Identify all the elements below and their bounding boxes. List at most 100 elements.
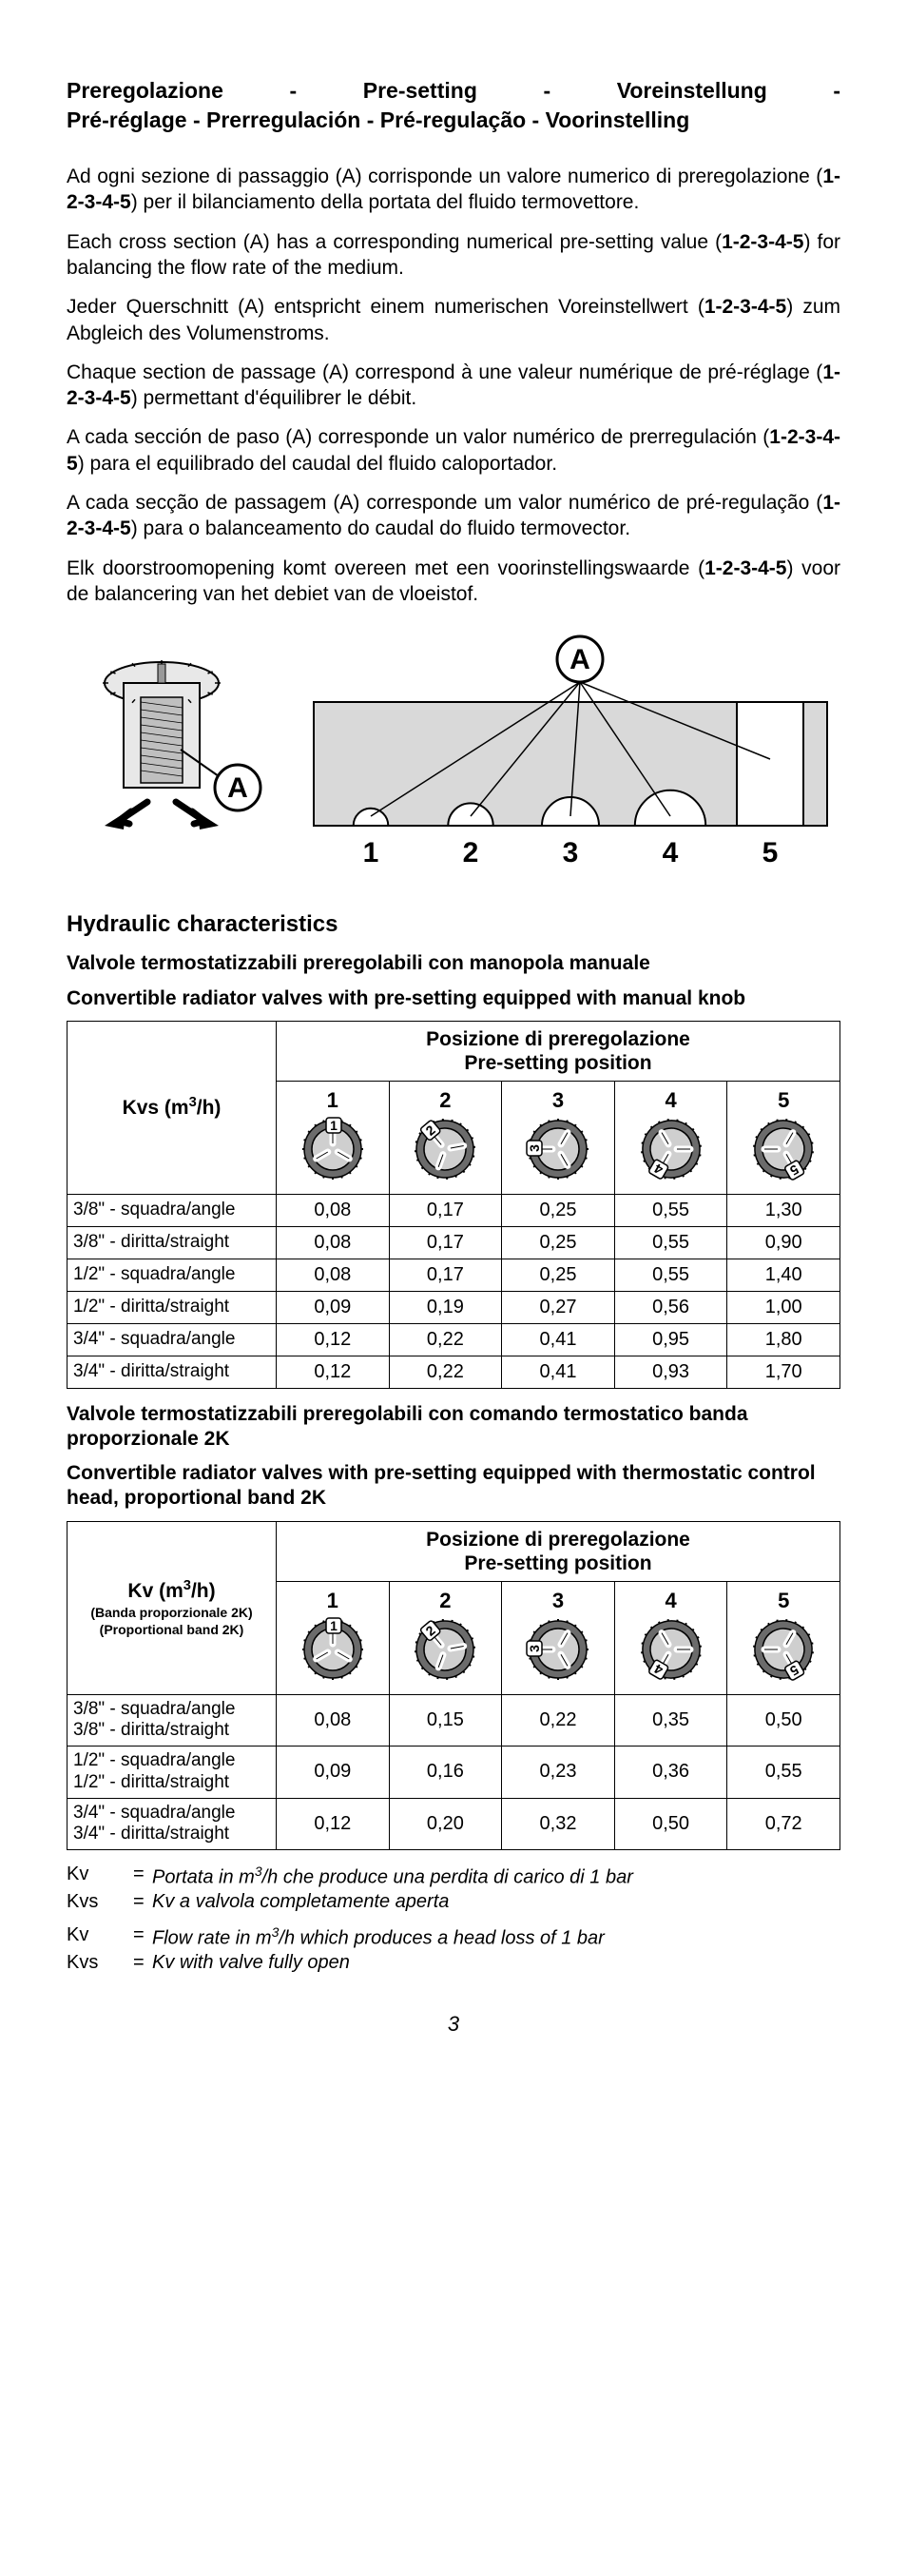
table-cell: 0,25 — [502, 1194, 615, 1226]
diagram-row: A A 1 2 3 4 5 — [67, 626, 840, 883]
table-cell: 0,27 — [502, 1291, 615, 1323]
kvs-table: Kvs (m3/h)Posizione di preregolazionePre… — [67, 1021, 840, 1389]
table-cell: 0,41 — [502, 1356, 615, 1388]
table-cell: 0,15 — [389, 1694, 502, 1747]
table-cell: 0,09 — [277, 1747, 390, 1799]
cross-section-openings-diagram: A 1 2 3 4 5 — [304, 626, 837, 883]
svg-text:1: 1 — [363, 837, 379, 868]
table-cell: 0,08 — [277, 1194, 390, 1226]
note-key: Kv — [67, 1864, 133, 1889]
position-number: 4 — [614, 1582, 727, 1614]
svg-text:1: 1 — [330, 1118, 338, 1133]
table-cell: 0,22 — [389, 1323, 502, 1356]
paragraph: A cada sección de paso (A) corresponde u… — [67, 424, 840, 477]
svg-text:3: 3 — [527, 1144, 542, 1152]
note-row: Kvs=Kv with valve fully open — [67, 1952, 840, 1974]
paragraph: Chaque section de passage (A) correspond… — [67, 360, 840, 412]
table-cell: 0,23 — [502, 1747, 615, 1799]
table2-sub1: Valvole termostatizzabili preregolabili … — [67, 1402, 840, 1453]
svg-text:A: A — [569, 644, 590, 675]
page-number: 3 — [67, 2012, 840, 2037]
table-cell: 0,12 — [277, 1356, 390, 1388]
table-cell: 0,95 — [614, 1323, 727, 1356]
table2-sub2: Convertible radiator valves with pre-set… — [67, 1461, 840, 1512]
title-line1: Preregolazione - Pre-setting - Voreinste… — [67, 76, 840, 106]
row-label: 3/4" - squadra/angle — [68, 1323, 277, 1356]
knob-icon: 3 — [502, 1114, 615, 1195]
svg-text:A: A — [227, 772, 248, 804]
table-cell: 0,09 — [277, 1291, 390, 1323]
table-cell: 0,50 — [727, 1694, 840, 1747]
table-cell: 1,40 — [727, 1259, 840, 1291]
table-cell: 0,32 — [502, 1798, 615, 1850]
paragraph: Ad ogni sezione di passaggio (A) corrisp… — [67, 164, 840, 216]
knob-icon: 2 — [389, 1614, 502, 1695]
table-cell: 0,93 — [614, 1356, 727, 1388]
table-cell: 0,19 — [389, 1291, 502, 1323]
svg-text:3: 3 — [563, 837, 579, 868]
table-cell: 0,36 — [614, 1747, 727, 1799]
table1-sub1: Valvole termostatizzabili preregolabili … — [67, 951, 840, 976]
kvs-header: Kvs (m3/h) — [68, 1021, 277, 1194]
position-number: 2 — [389, 1582, 502, 1614]
paragraph: Elk doorstroomopening komt overeen met e… — [67, 556, 840, 608]
table-cell: 0,20 — [389, 1798, 502, 1850]
table-cell: 1,30 — [727, 1194, 840, 1226]
knob-icon: 1 — [277, 1114, 390, 1195]
valve-cutaway-icon: A — [67, 626, 295, 883]
row-label: 3/8" - diritta/straight — [68, 1226, 277, 1259]
table-cell: 1,00 — [727, 1291, 840, 1323]
table-cell: 0,17 — [389, 1226, 502, 1259]
position-number: 1 — [277, 1082, 390, 1114]
knob-icon: 1 — [277, 1614, 390, 1695]
knob-icon: 4 — [614, 1114, 727, 1195]
svg-text:3: 3 — [527, 1644, 542, 1651]
knob-icon: 5 — [727, 1614, 840, 1695]
position-number: 4 — [614, 1082, 727, 1114]
knob-icon: 2 — [389, 1114, 502, 1195]
position-number: 2 — [389, 1082, 502, 1114]
table1-sub2: Convertible radiator valves with pre-set… — [67, 986, 840, 1011]
position-number: 3 — [502, 1082, 615, 1114]
table-cell: 0,22 — [389, 1356, 502, 1388]
table-cell: 0,55 — [727, 1747, 840, 1799]
paragraphs: Ad ogni sezione di passaggio (A) corrisp… — [67, 164, 840, 607]
title-line2: Pré-réglage - Prerregulación - Pré-regul… — [67, 106, 840, 135]
table-cell: 0,35 — [614, 1694, 727, 1747]
knob-icon: 4 — [614, 1614, 727, 1695]
presetting-header: Posizione di preregolazionePre-setting p… — [277, 1521, 840, 1581]
knob-icon: 5 — [727, 1114, 840, 1195]
row-label: 3/8" - squadra/angle — [68, 1194, 277, 1226]
table-cell: 0,12 — [277, 1323, 390, 1356]
table-cell: 0,17 — [389, 1194, 502, 1226]
position-number: 5 — [727, 1082, 840, 1114]
svg-text:1: 1 — [330, 1618, 338, 1633]
paragraph: Jeder Querschnitt (A) entspricht einem n… — [67, 294, 840, 346]
table-cell: 0,08 — [277, 1259, 390, 1291]
table-cell: 0,08 — [277, 1226, 390, 1259]
kv-header: Kv (m3/h)(Banda proporzionale 2K)(Propor… — [68, 1521, 277, 1694]
note-value: Kv with valve fully open — [152, 1952, 840, 1974]
table-cell: 0,41 — [502, 1323, 615, 1356]
note-row: Kvs=Kv a valvola completamente aperta — [67, 1891, 840, 1913]
position-number: 3 — [502, 1582, 615, 1614]
svg-text:2: 2 — [463, 837, 479, 868]
kv-table: Kv (m3/h)(Banda proporzionale 2K)(Propor… — [67, 1521, 840, 1851]
table-cell: 0,12 — [277, 1798, 390, 1850]
hydraulic-characteristics-heading: Hydraulic characteristics — [67, 911, 840, 938]
svg-text:5: 5 — [762, 837, 779, 868]
position-number: 5 — [727, 1582, 840, 1614]
table-cell: 0,25 — [502, 1226, 615, 1259]
table-cell: 0,17 — [389, 1259, 502, 1291]
paragraph: A cada secção de passagem (A) correspond… — [67, 490, 840, 542]
table-cell: 0,56 — [614, 1291, 727, 1323]
note-key: Kvs — [67, 1952, 133, 1974]
table-cell: 0,22 — [502, 1694, 615, 1747]
row-label: 3/4" - squadra/angle3/4" - diritta/strai… — [68, 1798, 277, 1850]
table-cell: 0,55 — [614, 1194, 727, 1226]
legend-notes: Kv=Portata in m3/h che produce una perdi… — [67, 1864, 840, 1973]
svg-text:4: 4 — [663, 837, 679, 868]
row-label: 1/2" - squadra/angle — [68, 1259, 277, 1291]
table-cell: 0,72 — [727, 1798, 840, 1850]
table-cell: 1,80 — [727, 1323, 840, 1356]
